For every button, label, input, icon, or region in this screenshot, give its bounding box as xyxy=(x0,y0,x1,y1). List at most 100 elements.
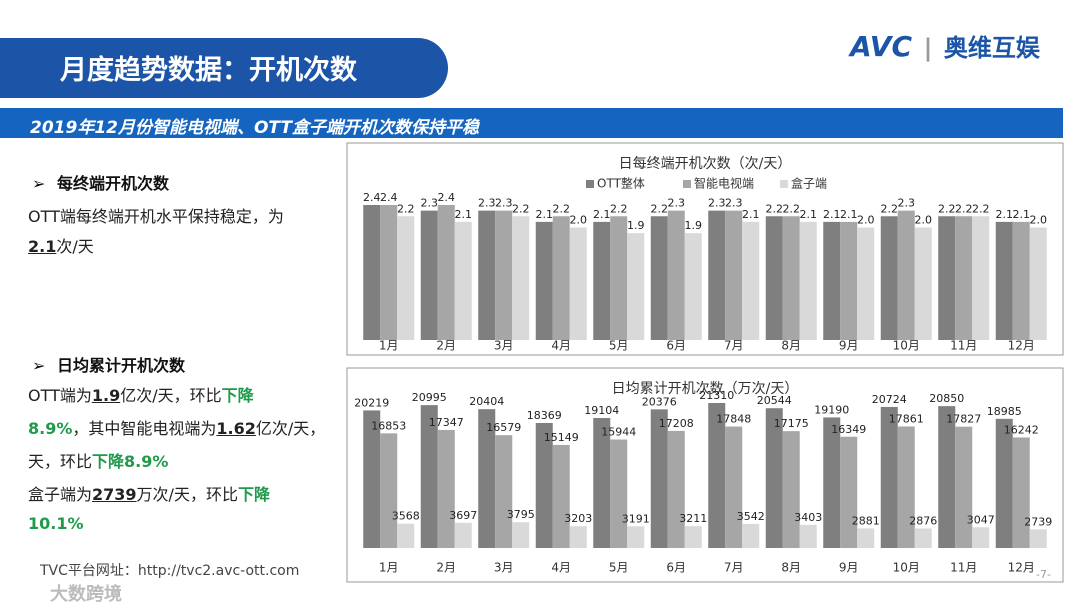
bar xyxy=(840,221,858,340)
bar xyxy=(840,436,858,548)
data-label: 3203 xyxy=(564,512,592,525)
bar xyxy=(610,439,628,548)
data-label: 1.9 xyxy=(685,219,703,232)
bar xyxy=(380,205,398,340)
bar xyxy=(897,210,915,340)
x-tick-label: 6月 xyxy=(666,561,686,575)
text: OTT端每终端开机水平保持稳定，为 xyxy=(28,207,284,226)
banner xyxy=(0,108,1063,138)
number: 2.1 xyxy=(28,237,57,256)
highlight: 下降 xyxy=(221,386,254,405)
data-label: 16349 xyxy=(831,423,866,436)
data-label: 2.1 xyxy=(455,208,473,221)
bar xyxy=(995,221,1013,340)
data-label: 3211 xyxy=(679,512,707,525)
x-tick-label: 8月 xyxy=(781,561,801,575)
legend-swatch xyxy=(780,180,788,188)
title-pill xyxy=(0,38,448,98)
data-label: 2.3 xyxy=(898,197,916,210)
data-label: 2.2 xyxy=(610,202,628,215)
legend-label: 盒子端 xyxy=(791,176,827,191)
data-label: 2.1 xyxy=(800,208,818,221)
data-label: 2.3 xyxy=(668,197,686,210)
bar xyxy=(569,526,587,548)
x-tick-label: 1月 xyxy=(379,561,399,575)
text: 亿次/天，环比 xyxy=(120,386,222,405)
data-label: 17861 xyxy=(889,412,924,425)
bar xyxy=(397,523,415,548)
bar xyxy=(650,216,668,340)
text-line: 10.1% xyxy=(28,514,84,533)
x-tick-label: 5月 xyxy=(609,339,629,353)
data-label: 16579 xyxy=(486,421,521,434)
bar xyxy=(650,409,668,548)
data-label: 20219 xyxy=(354,396,389,409)
data-label: 15944 xyxy=(601,426,636,439)
bar xyxy=(782,216,800,340)
x-tick-label: 9月 xyxy=(839,339,859,353)
data-label: 2.1 xyxy=(742,208,760,221)
bar xyxy=(972,527,990,548)
highlight: 10.1% xyxy=(28,514,84,533)
x-tick-label: 6月 xyxy=(666,339,686,353)
bar xyxy=(495,210,513,340)
x-tick-label: 9月 xyxy=(839,561,859,575)
bar xyxy=(380,433,398,548)
data-label: 2.0 xyxy=(915,214,933,227)
bar xyxy=(897,426,915,548)
data-label: 2881 xyxy=(852,514,880,527)
bar xyxy=(972,216,990,340)
footer: TVC平台网址：http://tvc2.avc-ott.com xyxy=(40,563,300,579)
banner-text: 2019年12月份智能电视端、OTT盒子端开机次数保持平稳 xyxy=(30,118,480,138)
data-label: 19104 xyxy=(584,404,619,417)
bar xyxy=(1012,221,1030,340)
bar xyxy=(765,408,783,548)
data-label: 2.0 xyxy=(1030,214,1048,227)
data-label: 2.2 xyxy=(783,202,801,215)
bar xyxy=(823,221,841,340)
x-tick-label: 7月 xyxy=(724,339,744,353)
legend-label: 智能电视端 xyxy=(694,176,754,191)
x-tick-label: 5月 xyxy=(609,561,629,575)
bar xyxy=(684,233,702,340)
data-label: 17208 xyxy=(659,417,694,430)
logo-text: 奥维互娱 xyxy=(943,34,1040,62)
data-label: 2.1 xyxy=(823,208,841,221)
number: 1.62 xyxy=(216,419,256,438)
text: 万次/天，环比 xyxy=(136,485,238,504)
data-label: 2.2 xyxy=(938,202,956,215)
data-label: 2.3 xyxy=(725,197,743,210)
data-label: 2.1 xyxy=(593,208,611,221)
logo-mark: AVC xyxy=(850,30,912,63)
data-label: 20850 xyxy=(929,392,964,405)
x-tick-label: 3月 xyxy=(494,561,514,575)
data-label: 2739 xyxy=(1024,515,1052,528)
bar xyxy=(1029,227,1047,340)
data-label: 2.2 xyxy=(766,202,784,215)
bar xyxy=(667,210,685,340)
data-label: 2.2 xyxy=(397,202,415,215)
data-label: 15149 xyxy=(544,431,579,444)
x-tick-label: 11月 xyxy=(950,339,977,353)
data-label: 3697 xyxy=(449,509,477,522)
data-label: 3795 xyxy=(507,508,535,521)
x-tick-label: 8月 xyxy=(781,339,801,353)
data-label: 20376 xyxy=(642,395,677,408)
bar xyxy=(535,423,553,548)
data-label: 2876 xyxy=(909,514,937,527)
watermark: 大数跨境 xyxy=(50,584,122,605)
bar xyxy=(708,403,726,548)
data-label: 2.4 xyxy=(380,191,398,204)
bar xyxy=(627,526,645,548)
bar xyxy=(684,526,702,548)
bar xyxy=(627,233,645,340)
data-label: 2.2 xyxy=(553,202,571,215)
data-label: 17347 xyxy=(429,416,464,429)
data-label: 3403 xyxy=(794,511,822,524)
bar xyxy=(938,216,956,340)
text: 天，环比 xyxy=(28,452,93,471)
text: ，其中智能电视端为 xyxy=(72,419,217,438)
page-number: -7- xyxy=(1036,568,1051,581)
slide-title: 月度趋势数据：开机次数 xyxy=(60,55,357,86)
